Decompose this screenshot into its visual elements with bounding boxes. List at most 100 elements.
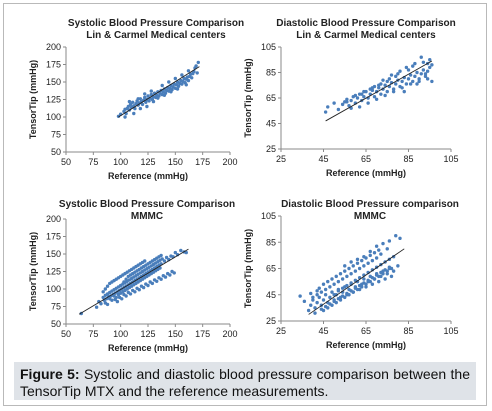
data-point xyxy=(162,259,167,263)
x-tick-label: 105 xyxy=(443,326,458,336)
data-point xyxy=(298,294,302,298)
data-point xyxy=(374,244,379,248)
data-point xyxy=(343,269,347,273)
data-point xyxy=(146,94,150,98)
data-point xyxy=(334,274,338,279)
data-point xyxy=(309,291,313,296)
data-point xyxy=(349,272,353,276)
x-tick-label: 25 xyxy=(276,154,286,164)
data-point xyxy=(143,259,147,263)
data-point xyxy=(332,101,336,105)
x-tick-label: 45 xyxy=(318,326,328,336)
data-point xyxy=(347,103,351,108)
y-tick-label: 65 xyxy=(266,264,276,274)
data-point xyxy=(113,297,117,302)
data-point xyxy=(383,268,387,272)
x-tick-label: 175 xyxy=(195,329,210,339)
data-point xyxy=(355,257,360,262)
x-axis-label: Reference (mmHg) xyxy=(326,340,406,350)
data-point xyxy=(144,100,148,105)
data-point xyxy=(326,105,330,109)
data-point xyxy=(389,274,394,279)
data-point xyxy=(360,258,364,263)
data-point xyxy=(326,279,330,284)
data-point xyxy=(338,272,343,276)
data-point xyxy=(355,96,360,100)
data-point xyxy=(145,104,149,109)
data-point xyxy=(423,72,428,76)
data-point xyxy=(372,84,377,89)
chart-subtitle: Lin & Carmel Medical centers xyxy=(86,30,226,41)
x-tick-label: 65 xyxy=(361,326,371,336)
data-point xyxy=(349,260,353,264)
trend-line xyxy=(308,248,405,315)
trend-line xyxy=(325,60,433,122)
data-point xyxy=(394,74,398,79)
data-point xyxy=(116,114,121,119)
data-point xyxy=(137,288,141,292)
data-point xyxy=(330,277,334,281)
chart-title: Systolic Blood Pressure Comparison xyxy=(59,199,235,210)
data-point xyxy=(394,233,398,238)
data-point xyxy=(311,298,315,302)
data-point xyxy=(419,55,423,59)
data-point xyxy=(328,295,332,300)
data-point xyxy=(428,58,432,62)
data-point xyxy=(317,286,321,290)
x-tick-label: 75 xyxy=(88,329,98,339)
data-point xyxy=(377,83,381,87)
data-point xyxy=(158,266,162,270)
data-point xyxy=(415,82,419,86)
data-point xyxy=(302,299,307,304)
data-point xyxy=(362,95,366,99)
data-point xyxy=(387,239,392,243)
x-tick-label: 25 xyxy=(276,326,286,336)
data-point xyxy=(340,102,345,107)
data-point xyxy=(345,97,349,101)
chart-title: Systolic Blood Pressure Comparison xyxy=(68,18,244,29)
data-point xyxy=(120,297,124,301)
data-point xyxy=(190,76,194,80)
data-point xyxy=(345,283,349,288)
data-point xyxy=(374,273,379,277)
data-point xyxy=(315,289,319,293)
data-point xyxy=(180,82,184,86)
data-point xyxy=(195,71,199,75)
data-point xyxy=(159,277,163,281)
data-point xyxy=(332,293,336,297)
figure-frame xyxy=(3,3,487,406)
data-point xyxy=(128,292,133,296)
data-point xyxy=(101,290,105,294)
data-point xyxy=(343,264,347,268)
data-point xyxy=(173,250,178,255)
y-tick-label: 65 xyxy=(266,93,276,103)
data-point xyxy=(332,299,336,304)
data-point xyxy=(313,306,317,310)
data-point xyxy=(413,74,417,79)
data-point xyxy=(394,82,398,86)
chart-title: Diastolic Blood Pressure Comparison xyxy=(276,18,456,29)
data-point xyxy=(400,79,404,84)
data-point xyxy=(132,111,136,116)
data-point xyxy=(377,248,381,252)
data-point xyxy=(370,282,375,286)
data-point xyxy=(357,266,362,271)
x-tick-label: 65 xyxy=(361,154,371,164)
y-axis-label: TensorTip (mmHg) xyxy=(243,229,253,308)
data-point xyxy=(110,298,114,302)
data-point xyxy=(143,95,147,100)
data-point xyxy=(319,307,324,311)
data-point xyxy=(340,277,345,281)
data-point xyxy=(127,99,132,104)
data-point xyxy=(349,98,353,103)
data-point xyxy=(313,311,317,315)
data-point xyxy=(156,96,160,100)
data-point xyxy=(357,283,362,288)
data-point xyxy=(186,78,191,83)
data-point xyxy=(317,295,321,300)
data-point xyxy=(196,60,200,65)
data-point xyxy=(353,278,358,283)
y-tick-label: 75 xyxy=(51,302,61,312)
